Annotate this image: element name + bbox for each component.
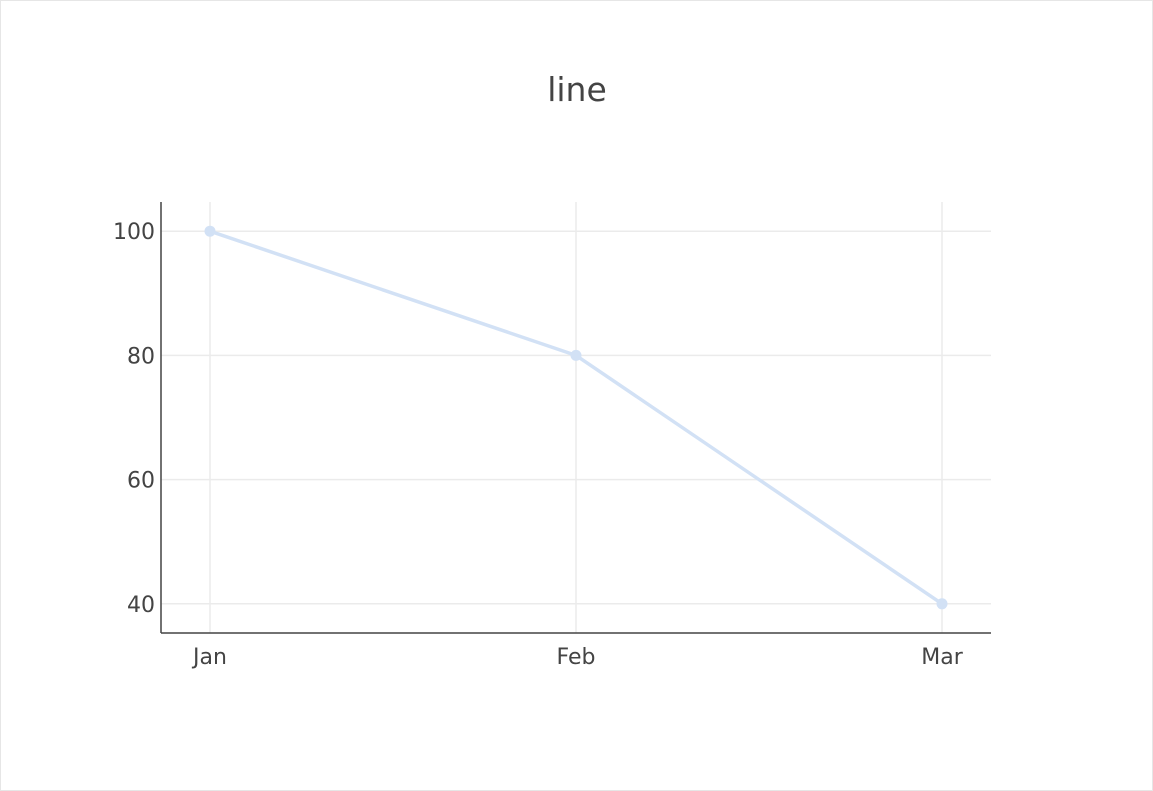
data-point xyxy=(204,225,216,237)
tick-labels: Jan Feb Mar 40 60 80 100 xyxy=(113,220,964,670)
x-tick-label: Mar xyxy=(921,645,963,670)
y-tick-label: 80 xyxy=(127,344,155,369)
y-tick-label: 60 xyxy=(127,469,155,494)
series-layer xyxy=(204,225,948,610)
axes xyxy=(160,202,991,634)
data-point xyxy=(570,349,582,361)
grid xyxy=(161,202,991,633)
y-tick-label: 40 xyxy=(127,593,155,618)
x-tick-label: Feb xyxy=(557,645,596,670)
chart-title: line xyxy=(547,70,607,109)
data-point xyxy=(936,598,948,610)
x-tick-label: Jan xyxy=(191,645,227,670)
y-tick-label: 100 xyxy=(113,220,155,245)
